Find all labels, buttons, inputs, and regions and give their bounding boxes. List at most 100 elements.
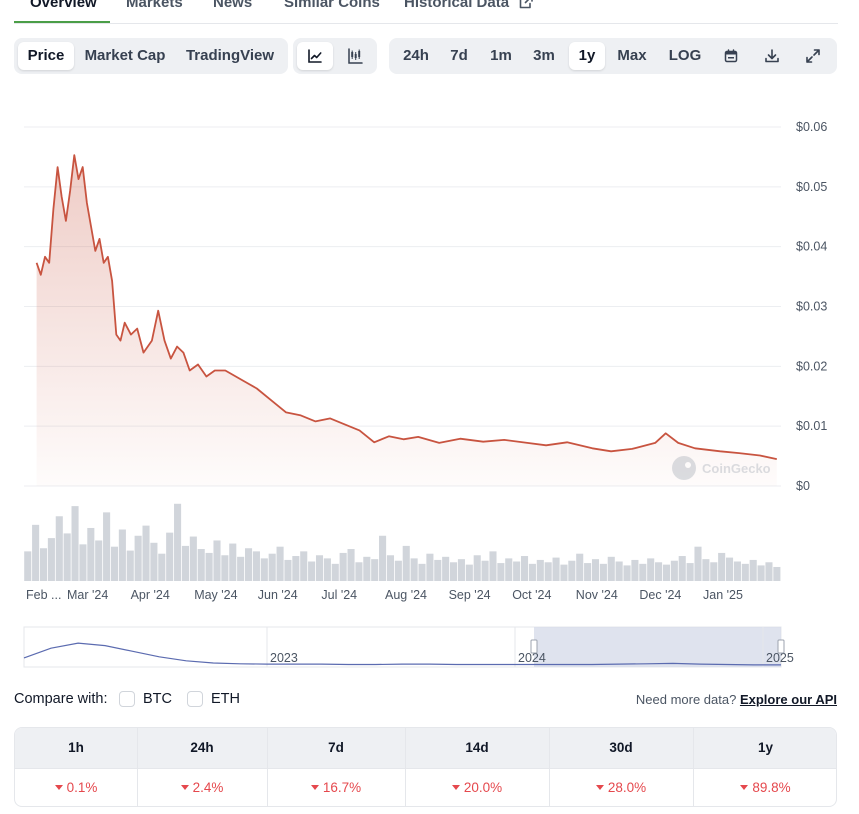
y-tick-label: $0.03 xyxy=(796,300,827,314)
change-14d-value: 20.0% xyxy=(463,780,503,795)
volume-bar xyxy=(741,563,749,581)
volume-bar xyxy=(410,558,418,581)
explore-api-link[interactable]: Explore our API xyxy=(739,692,837,707)
view-tabs-group: Price Market Cap TradingView xyxy=(14,38,288,74)
navigator-year-label: 2025 xyxy=(766,651,794,665)
x-tick-label: May '24 xyxy=(194,588,237,602)
volume-bar xyxy=(292,556,300,581)
y-tick-label: $0 xyxy=(796,479,810,493)
volume-bar xyxy=(276,546,284,581)
volume-bar xyxy=(379,535,387,581)
range-1m[interactable]: 1m xyxy=(490,47,512,64)
volume-bar xyxy=(260,558,268,581)
range-navigator[interactable]: 2023 2024 2025 xyxy=(23,626,794,668)
volume-bar xyxy=(599,563,607,581)
line-chart-button[interactable] xyxy=(297,42,333,70)
log-scale-toggle[interactable]: LOG xyxy=(668,47,702,64)
price-tab[interactable]: Price xyxy=(18,42,74,70)
volume-bar xyxy=(710,562,718,581)
market-cap-tab[interactable]: Market Cap xyxy=(84,47,166,64)
down-caret-icon xyxy=(310,785,319,790)
volume-bar xyxy=(418,563,426,581)
navigator-selection[interactable] xyxy=(534,627,781,667)
volume-bar xyxy=(197,549,205,581)
volume-bar xyxy=(647,558,655,581)
volume-bar xyxy=(497,563,505,581)
volume-bar xyxy=(363,556,371,581)
volume-bar xyxy=(450,562,458,581)
tab-similar-coins[interactable]: Similar Coins xyxy=(284,0,380,11)
navigator-labels: 2023 2024 2025 xyxy=(270,651,794,665)
volume-bar xyxy=(402,545,410,581)
volume-bar xyxy=(315,555,324,581)
volume-bar xyxy=(39,548,48,581)
volume-bar xyxy=(536,559,544,581)
candlestick-icon xyxy=(348,48,363,64)
navigator-left-handle[interactable] xyxy=(530,639,538,654)
compare-btc-label[interactable]: BTC xyxy=(143,691,172,707)
volume-bar xyxy=(465,564,473,581)
tab-markets[interactable]: Markets xyxy=(126,0,183,11)
compare-eth-label[interactable]: ETH xyxy=(211,691,240,707)
compare-btc-checkbox[interactable] xyxy=(119,691,135,707)
y-tick-label: $0.04 xyxy=(796,240,827,254)
volume-bar xyxy=(473,555,481,581)
y-tick-label: $0.06 xyxy=(796,120,827,134)
download-button[interactable] xyxy=(756,42,788,70)
range-max[interactable]: Max xyxy=(617,47,647,64)
volume-bar xyxy=(505,558,513,581)
volume-bar xyxy=(55,516,63,581)
watermark-text: CoinGecko xyxy=(702,461,771,476)
volume-bar xyxy=(252,551,260,581)
volume-bar xyxy=(331,563,339,581)
x-tick-label: Jan '25 xyxy=(703,588,743,602)
volume-bar xyxy=(32,524,40,581)
volume-bar xyxy=(95,540,103,581)
top-nav: Overview Markets News Similar Coins Hist… xyxy=(14,0,838,24)
col-divider xyxy=(693,728,694,806)
volume-bar xyxy=(47,538,55,581)
x-tick-label: Dec '24 xyxy=(639,588,681,602)
price-chart[interactable]: $0.06 $0.05 $0.04 $0.03 $0.02 $0.01 $0 CoinGec… xyxy=(0,100,859,670)
change-1h-value: 0.1% xyxy=(66,780,98,795)
volume-bar xyxy=(670,560,678,581)
x-tick-label: Aug '24 xyxy=(385,588,427,602)
volume-bar xyxy=(244,548,253,581)
volume-bar xyxy=(347,549,355,581)
tab-historical-data[interactable]: Historical Data xyxy=(404,0,534,11)
range-1y[interactable]: 1y xyxy=(569,42,605,70)
volume-bar xyxy=(268,553,276,581)
api-prompt: Need more data? Explore our API xyxy=(636,692,837,707)
volume-bar xyxy=(79,544,87,581)
change-30d-value: 28.0% xyxy=(607,780,647,795)
navigator-line xyxy=(23,642,781,666)
range-3m[interactable]: 3m xyxy=(533,47,555,64)
volume-bar xyxy=(181,545,189,581)
navigator-year-label: 2023 xyxy=(270,651,298,665)
compare-eth-checkbox[interactable] xyxy=(187,691,203,707)
col-header-24h: 24h xyxy=(190,740,214,755)
candlestick-button[interactable] xyxy=(337,42,373,70)
external-link-icon xyxy=(519,0,534,9)
volume-bar xyxy=(686,563,694,581)
volume-bar xyxy=(694,546,702,581)
volume-bar xyxy=(118,529,126,581)
volume-bar xyxy=(718,552,726,581)
change-24h-value: 2.4% xyxy=(192,780,224,795)
volume-bar xyxy=(434,559,442,581)
x-axis-labels: Feb ... Mar '24 Apr '24 May '24 Jun '24 Jul '… xyxy=(26,588,743,602)
range-24h[interactable]: 24h xyxy=(403,47,429,64)
volume-bar xyxy=(386,555,395,581)
col-divider xyxy=(549,728,550,806)
expand-button[interactable] xyxy=(797,42,829,70)
tradingview-tab[interactable]: TradingView xyxy=(185,47,275,64)
volume-bar xyxy=(749,559,757,581)
col-divider xyxy=(137,728,138,806)
x-tick-label: Oct '24 xyxy=(512,588,551,602)
tab-news[interactable]: News xyxy=(213,0,253,11)
range-7d[interactable]: 7d xyxy=(450,47,468,64)
navigator-right-handle[interactable] xyxy=(777,639,785,654)
x-tick-label: Feb ... xyxy=(26,588,61,602)
tab-overview[interactable]: Overview xyxy=(30,0,97,11)
calendar-button[interactable] xyxy=(715,42,747,70)
